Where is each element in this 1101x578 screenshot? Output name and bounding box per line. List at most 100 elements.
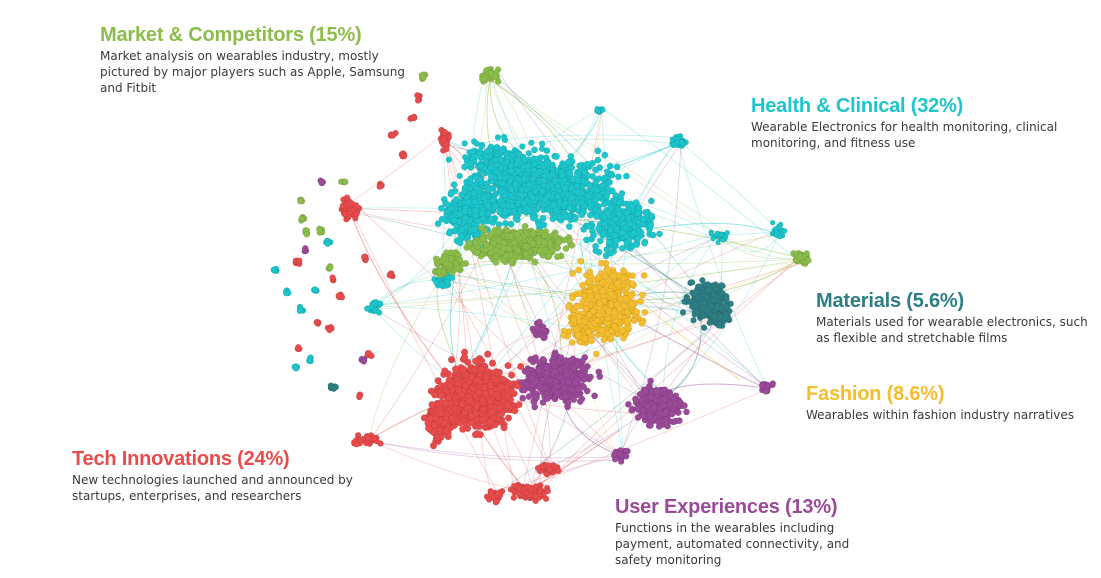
network-node-health [599,182,607,190]
network-edge [374,441,620,459]
network-node-materials [696,283,703,290]
network-node-health [640,215,647,223]
network-node-market [541,247,549,254]
network-node-user [576,398,584,405]
network-node-health [520,199,528,207]
network-node-health [641,239,648,247]
network-node-materials [717,312,725,320]
network-node-health [529,175,537,183]
network-node-tech [348,200,356,207]
network-node-fashion [569,270,577,277]
network-node-health [576,162,584,170]
network-node-market [473,248,481,256]
network-node-market [495,228,503,236]
network-node-market [440,268,447,276]
network-node-health [538,140,546,147]
network-node-tech [341,210,349,218]
network-node-health [515,150,523,158]
network-node-tech [477,366,486,374]
network-node-health [619,229,626,237]
network-node-health [519,143,526,150]
network-node-health [583,236,590,244]
network-node-health [550,201,558,209]
network-edge [343,133,445,208]
network-node-tech [495,489,502,497]
network-edge [365,438,520,491]
network-node-health [445,229,453,237]
network-node-fashion [577,257,585,265]
network-node-user [591,392,598,400]
network-edges [343,70,809,504]
network-node-materials [704,281,712,288]
network-node-fashion [637,297,644,305]
network-node-tech [455,379,463,387]
network-node-health [549,161,556,169]
network-node-tech [459,365,468,373]
network-edge [720,234,780,253]
network-node-fashion [604,265,611,273]
network-node-tech [555,467,562,475]
network-node-tech [544,487,551,495]
network-node-health [584,172,591,180]
network-node-tech [478,357,486,365]
network-edge [371,440,617,462]
network-node-market [796,254,804,261]
network-node-market [513,231,521,239]
network-node-tech [475,389,483,397]
network-node-health [526,206,534,214]
network-node-health [525,150,532,157]
network-node-fashion [598,327,606,335]
network-edge [487,76,728,233]
network-node-health [462,214,469,222]
network-node-health [597,237,604,245]
network-node-tech [546,466,554,473]
network-node-health [626,220,633,228]
network-node-health [600,174,608,182]
network-node-health [515,168,522,175]
network-node-fashion [620,267,627,275]
network-edge [489,138,677,152]
network-node-health [461,207,469,215]
network-node-market [508,257,515,265]
network-node-fashion [587,293,594,300]
network-node-materials [688,279,696,286]
network-node-market [510,239,518,247]
network-node-tech [353,211,360,218]
network-node-market [466,239,473,247]
network-node-health [510,208,518,216]
network-edge [353,215,498,493]
network-node-market [541,239,549,247]
network-node-materials [700,324,708,331]
network-node-market [531,258,539,266]
network-node-health [595,108,601,114]
network-node-health [450,181,458,189]
network-edge [489,79,723,237]
network-node-health [648,197,655,205]
network-node-health [452,196,460,203]
network-node-health [493,168,500,176]
network-node-market [529,229,537,237]
network-node-health [600,107,606,113]
network-node-tech [443,145,450,153]
network-node-materials [693,300,700,308]
network-node-tech [434,434,442,442]
network-node-fashion [585,328,592,336]
network-node-health [507,186,515,193]
network-node-health [607,249,615,257]
network-node-health [592,178,600,186]
network-edge [720,234,801,261]
network-node-market [479,235,487,243]
network-node-fashion [570,315,578,323]
network-node-health [611,215,619,223]
network-node-materials [683,295,691,303]
network-node-health [708,230,714,237]
network-node-materials [703,293,710,300]
network-node-health [461,163,468,171]
network-node-fashion [565,303,572,311]
network-node-health [523,186,531,194]
network-node-health [604,209,612,217]
network-node-health [507,167,515,175]
network-node-health [601,151,609,159]
network-node-materials [723,303,730,310]
network-node-health [566,169,574,177]
